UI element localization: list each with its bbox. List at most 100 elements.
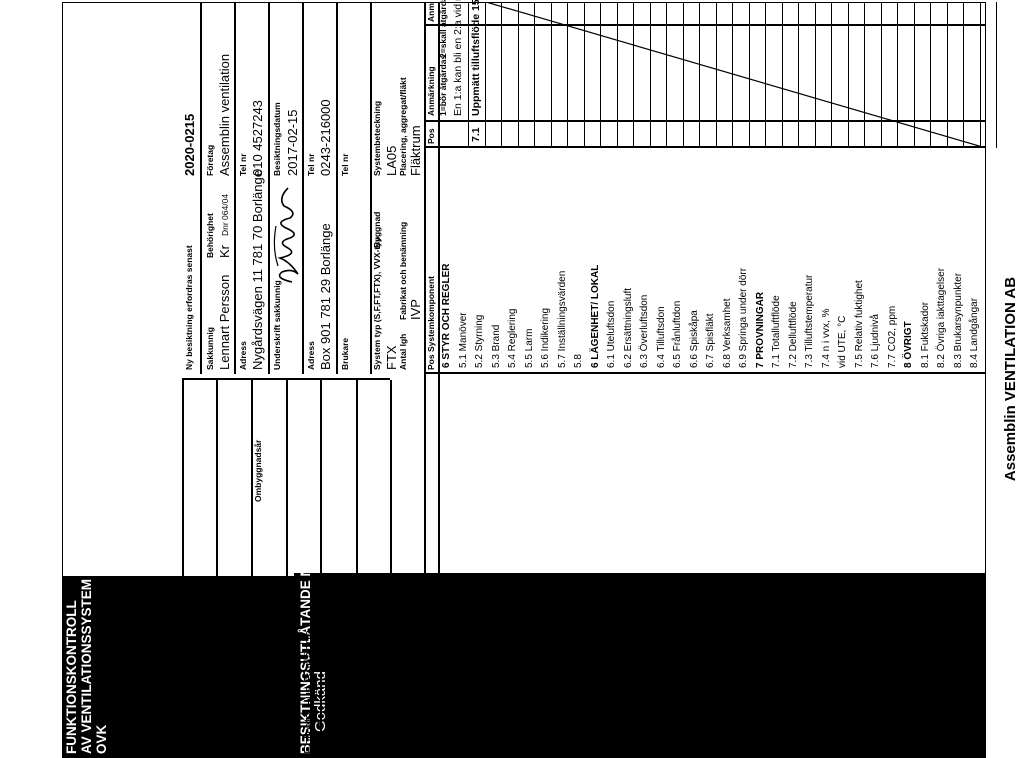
component-item: 7.4 n i vvx, % [820, 308, 832, 368]
component-item: 5.1 Manöver [457, 312, 469, 368]
component-item: 6.3 Överluftsdon [639, 294, 650, 368]
component-item: 8.3 Brukarsynpunkter [952, 272, 964, 368]
component-item: 2 KANALSYSTEM [507, 665, 518, 750]
component-item: 6.1 Uteluftsdon [606, 300, 617, 368]
col-header-pos: Pos [426, 128, 436, 144]
remark-note: En 1:a kan bli en 2:a vid nästa besiktni… [452, 0, 464, 116]
component-item: 1 DOKUMENTATION [441, 654, 452, 750]
col-header-right: Pos Systemkomponent [426, 276, 436, 370]
manufacturer-label: Fabrikat och benämning [398, 221, 408, 320]
expert-address: Nygårdsvägen 11 781 70 Borlänge [250, 170, 265, 370]
designation-value: Hagalund 1:7 [197, 676, 212, 754]
owner-label: Fastighetsägare [288, 688, 298, 754]
signature-label: Underskrift sakkunnig [272, 280, 282, 370]
activity-label: Verksamhet [392, 706, 402, 754]
component-item: 1.3 Luftflödesprotokoll [490, 652, 502, 750]
user-label: Brukare [340, 337, 350, 370]
component-item: 1.1 Ritningar [457, 693, 469, 750]
company-header: Assemblin VENTILATION AB [1002, 276, 1019, 482]
location-label: Placering, aggregat/fläkt [398, 77, 408, 176]
col-header-cat1: 1=bör åtgärdas [438, 54, 448, 116]
component-item: 3.1 Åtkomlighet [672, 681, 683, 750]
component-item: 3 FLÄKTRUM/VND [655, 662, 667, 750]
building-label: Byggnad [372, 211, 382, 248]
component-item: 5.4 Reglering [507, 308, 518, 368]
operator-value: Mikael Larsson [336, 666, 351, 754]
company-value: Assemblin ventilation [217, 53, 232, 176]
activity-value: Galleria [406, 709, 421, 754]
operator-label: Driftansvarig [322, 701, 332, 754]
title-line-1: FUNKTIONSKONTROLL [64, 600, 79, 754]
component-item: 2.1 Luftintag [523, 694, 535, 750]
component-item: 4.11 Övrigt [919, 701, 931, 750]
component-item: 5.3 Brand [490, 324, 502, 368]
built-label: Byggår [253, 724, 263, 754]
expert-address-label: Adress [238, 341, 248, 370]
system-id: LA05 [384, 145, 399, 176]
component-item: 7.6 Ljudnivå [870, 314, 881, 368]
component-item: 6.2 Ersättningsluft [622, 287, 634, 368]
next-inspection-date: 2020-0215 [182, 113, 197, 176]
component-item: 4.7 VVX-funktion [853, 674, 865, 750]
owner-address: Box 901 781 29 Borlänge [318, 223, 333, 370]
component-item: 7.2 Delluftflöde [787, 301, 799, 368]
cert-number: Dnr 064/04 [220, 193, 230, 236]
system-type: FTX [384, 345, 399, 370]
expert-phone: 010 4527243 [250, 100, 265, 176]
component-item: 8.1 Fuktskador [919, 301, 931, 368]
component-item: 4.1 Ljud/vibrationer [754, 664, 766, 750]
component-item: vid UTE, °C [837, 315, 848, 368]
prev-inspection-label: Tidigare besiktning [358, 676, 368, 754]
component-item: 4.4 Fläktar [804, 702, 815, 750]
owner-phone-label: Tel nr [306, 153, 316, 176]
address-label: Adress [218, 725, 228, 754]
component-item: 4.2 Frontluckor [771, 683, 782, 750]
component-item: 7 PROVNINGAR [754, 291, 766, 368]
qualification-value: Kr [217, 245, 232, 258]
expert-name: Lennart Persson [217, 274, 232, 370]
col-header-left: Pos Systemkomponent [426, 658, 436, 752]
component-item: 6 LÄGENHET/ LOKAL [589, 264, 601, 368]
designation-label: Fastighetsbeteckning [184, 666, 194, 754]
component-item: 5.5 Larm [523, 328, 535, 368]
component-item: 4.6 Återluft [837, 701, 848, 750]
component-item: 3.4 [721, 736, 733, 750]
component-item: 5.8 [573, 354, 584, 368]
expert-label: Sakkunnig [205, 327, 215, 370]
component-item: 2.2 Aggregatanslutning [540, 647, 551, 750]
component-item: 7.3 Tilluftstemperatur [804, 274, 815, 368]
component-item: 3.3 Avlopp [705, 703, 716, 750]
inspection-date: 2017-02-15 [285, 109, 300, 177]
inspection-date-label: Besiktningsdatum [272, 102, 282, 176]
component-item: 6.6 Spiskåpa [688, 310, 700, 368]
owner-address-label: Adress [306, 341, 316, 370]
component-item: 4.8 Frösmotorng [870, 676, 881, 750]
col-header-anm: Anm [426, 3, 436, 22]
component-item: 2.6 Avluftöppning [622, 673, 634, 750]
component-item: 4 FLÄKTAGGREGAT [738, 652, 749, 750]
component-item: 8.4 Landgångar [969, 297, 980, 368]
component-item: 7.5 Relativ fuktighet [853, 280, 865, 368]
owner-phone: 0243-216000 [318, 99, 333, 176]
rebuilt-label: Ombyggnadsår [253, 439, 263, 502]
component-item: 5.6 Indikering [540, 307, 551, 368]
component-item: 7.7 CO2, ppm [886, 305, 898, 368]
remark-text: Uppmätt tilluftsflöde 1550/1212 l/s [470, 0, 482, 116]
component-item: 4.5 Fläktrem [820, 694, 832, 750]
component-item: 6.5 Frånluftdon [672, 300, 683, 368]
component-item: 4.9 Spjällfunktion [886, 673, 898, 750]
title-line-2: AV VENTILATIONSSYSTEM - [79, 570, 94, 754]
next-inspection-label: Ny besiktning erfordras senast [184, 245, 194, 370]
units-label: Antal lgh [398, 333, 408, 370]
expert-phone-label: Tel nr [238, 153, 248, 176]
signature-image [273, 187, 299, 283]
component-item: 3.2 Belysning [688, 689, 700, 750]
grid-line [468, 2, 469, 148]
component-item: 2.7 [639, 736, 650, 750]
component-item: 5.7 Inställningsvärden [556, 270, 568, 368]
address-value: Jussi Björlingsväg Borlänge [231, 594, 246, 754]
component-item: 8 ÖVRIGT [903, 321, 914, 368]
col-header-cat2: 2=skall åtgärdas [438, 0, 448, 58]
component-item: 4.12 [936, 730, 947, 750]
